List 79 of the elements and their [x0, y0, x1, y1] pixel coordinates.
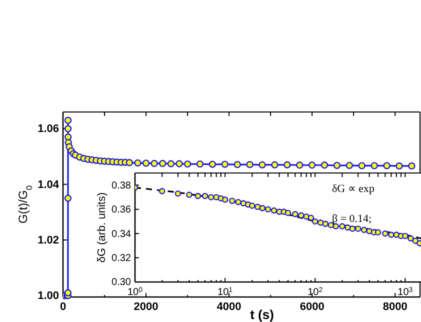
- y-tick-label: 1.06: [38, 123, 59, 136]
- x-tick-label: 2000: [134, 301, 158, 313]
- point: [308, 214, 314, 221]
- point: [64, 125, 72, 132]
- point: [382, 230, 388, 237]
- point: [402, 232, 408, 240]
- point: [222, 196, 228, 203]
- x-tick-label: 10$^{3}$: [398, 286, 413, 298]
- point: [235, 198, 242, 206]
- point: [407, 235, 414, 242]
- point: [202, 192, 208, 200]
- point: [360, 226, 368, 234]
- point: [396, 162, 403, 170]
- point: [408, 162, 416, 170]
- point: [159, 160, 166, 168]
- y-tick-label: 1.04: [38, 178, 60, 191]
- point: [333, 162, 341, 169]
- point: [208, 160, 216, 168]
- point: [383, 162, 390, 170]
- point: [142, 160, 150, 167]
- point: [298, 212, 304, 219]
- point: [358, 162, 366, 170]
- point: [134, 159, 142, 166]
- y-tick-label: 1.02: [38, 234, 59, 246]
- point: [320, 162, 328, 169]
- y-axis-title: δG (arb. units): [96, 192, 108, 263]
- y-tick-label: 1.00: [38, 290, 59, 302]
- annotation: β = 0.14;: [332, 213, 372, 225]
- point: [229, 198, 236, 204]
- x-tick-label: 10$^{1}$: [218, 286, 233, 298]
- point: [284, 161, 291, 168]
- x-tick-label: 0: [60, 301, 66, 313]
- point: [339, 223, 346, 230]
- point: [271, 161, 278, 168]
- point: [221, 160, 228, 168]
- point: [322, 220, 328, 227]
- point: [308, 162, 316, 169]
- x-tick-label: 6000: [300, 301, 324, 313]
- point: [317, 220, 324, 226]
- y-tick-label: 0.34: [112, 228, 132, 240]
- point: [346, 162, 354, 169]
- point: [412, 238, 419, 244]
- point: [176, 160, 183, 168]
- point: [64, 194, 72, 202]
- y-tick-label: 0.38: [112, 180, 132, 192]
- point: [126, 159, 134, 166]
- point: [249, 202, 256, 209]
- annotation: δG ∝ exp: [332, 183, 376, 195]
- y-tick-label: 0.32: [112, 252, 132, 264]
- point: [354, 226, 362, 232]
- point: [258, 161, 266, 168]
- point: [292, 211, 298, 218]
- point: [246, 161, 254, 168]
- point: [370, 162, 378, 170]
- point: [344, 224, 351, 231]
- x-tick-label: 8000: [382, 301, 408, 313]
- point: [296, 162, 304, 169]
- point: [270, 207, 278, 214]
- point: [150, 160, 158, 168]
- y-tick-label: 0.36: [112, 204, 132, 216]
- x-axis-title: t (s): [250, 307, 274, 322]
- x-tick-label: 10$^{2}$: [308, 286, 323, 298]
- point: [234, 161, 241, 168]
- y-tick-label: 0.30: [112, 277, 132, 288]
- point: [259, 205, 266, 212]
- point: [264, 206, 272, 212]
- point: [312, 218, 318, 225]
- point: [64, 289, 72, 296]
- x-tick-label: 10$^{0}$: [127, 286, 143, 298]
- point: [208, 194, 214, 200]
- point: [254, 204, 261, 210]
- point: [64, 116, 72, 124]
- point: [184, 160, 192, 168]
- point: [349, 226, 356, 232]
- point: [167, 160, 175, 168]
- point: [196, 160, 204, 168]
- x-tick-label: 4000: [216, 301, 242, 313]
- point: [366, 228, 372, 234]
- point: [374, 229, 382, 236]
